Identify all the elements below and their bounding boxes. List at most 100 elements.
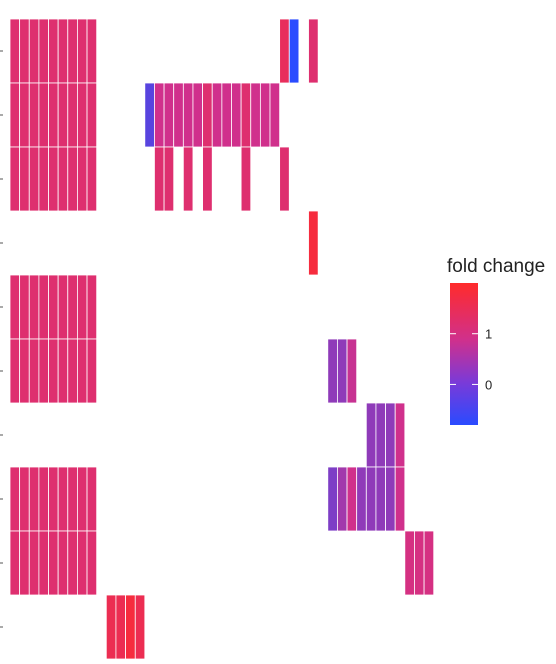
- heatmap-cell: [39, 83, 49, 147]
- heatmap-cell: [183, 147, 193, 211]
- heatmap-cell: [68, 83, 78, 147]
- heatmap-cell: [39, 531, 49, 595]
- heatmap-cell: [366, 467, 376, 531]
- heatmap-cell: [386, 467, 396, 531]
- heatmap-cell: [10, 531, 20, 595]
- heatmap-cell: [10, 19, 20, 83]
- heatmap-cell: [328, 467, 338, 531]
- heatmap-cell: [39, 147, 49, 211]
- heatmap-cell: [77, 339, 87, 403]
- heatmap-cell: [164, 147, 174, 211]
- heatmap-cell: [376, 467, 386, 531]
- heatmap-cells: [10, 19, 434, 659]
- heatmap-cell: [280, 19, 290, 83]
- heatmap-cell: [212, 83, 222, 147]
- heatmap-cell: [58, 19, 68, 83]
- heatmap-cell: [135, 595, 145, 659]
- heatmap-cell: [77, 83, 87, 147]
- heatmap-cell: [87, 531, 97, 595]
- heatmap-cell: [87, 275, 97, 339]
- heatmap-cell: [395, 403, 405, 467]
- heatmap-cell: [337, 467, 347, 531]
- heatmap-cell: [49, 339, 59, 403]
- heatmap-cell: [10, 147, 20, 211]
- heatmap-cell: [68, 147, 78, 211]
- heatmap-cell: [241, 83, 251, 147]
- heatmap-cell: [10, 339, 20, 403]
- legend-title: fold change: [447, 256, 545, 277]
- heatmap-cell: [20, 83, 30, 147]
- heatmap-cell: [405, 531, 415, 595]
- heatmap-cell: [424, 531, 434, 595]
- heatmap-cell: [20, 275, 30, 339]
- heatmap-cell: [68, 531, 78, 595]
- heatmap-cell: [58, 531, 68, 595]
- legend: fold change 10: [447, 256, 545, 425]
- heatmap-cell: [49, 19, 59, 83]
- heatmap-cell: [87, 339, 97, 403]
- heatmap-cell: [77, 275, 87, 339]
- heatmap-cell: [39, 19, 49, 83]
- heatmap-cell: [49, 531, 59, 595]
- heatmap-cell: [145, 83, 155, 147]
- heatmap-cell: [87, 467, 97, 531]
- heatmap-cell: [58, 339, 68, 403]
- heatmap-cell: [183, 83, 193, 147]
- heatmap-cell: [347, 339, 357, 403]
- legend-tick-label: 1: [485, 327, 492, 342]
- heatmap-cell: [68, 339, 78, 403]
- heatmap-cell: [395, 467, 405, 531]
- heatmap-cell: [39, 339, 49, 403]
- heatmap-cell: [39, 275, 49, 339]
- heatmap-cell: [39, 467, 49, 531]
- heatmap-cell: [241, 147, 251, 211]
- heatmap-cell: [29, 83, 39, 147]
- heatmap-cell: [58, 467, 68, 531]
- heatmap-cell: [386, 403, 396, 467]
- heatmap-cell: [20, 467, 30, 531]
- heatmap-cell: [126, 595, 136, 659]
- heatmap-cell: [10, 83, 20, 147]
- heatmap-cell: [20, 531, 30, 595]
- heatmap-cell: [49, 83, 59, 147]
- heatmap-cell: [77, 19, 87, 83]
- heatmap-cell: [77, 147, 87, 211]
- heatmap-cell: [174, 83, 184, 147]
- heatmap-cell: [164, 83, 174, 147]
- heatmap-cell: [251, 83, 261, 147]
- heatmap-cell: [280, 147, 290, 211]
- heatmap-cell: [68, 275, 78, 339]
- heatmap-cell: [270, 83, 280, 147]
- heatmap-cell: [29, 531, 39, 595]
- heatmap-cell: [58, 83, 68, 147]
- heatmap-cell: [309, 211, 319, 275]
- heatmap-cell: [154, 147, 164, 211]
- heatmap-cell: [203, 83, 213, 147]
- heatmap-cell: [49, 147, 59, 211]
- heatmap-cell: [49, 275, 59, 339]
- heatmap-cell: [29, 339, 39, 403]
- heatmap-cell: [20, 147, 30, 211]
- heatmap-cell: [77, 531, 87, 595]
- heatmap-cell: [154, 83, 164, 147]
- heatmap-cell: [357, 467, 367, 531]
- heatmap-cell: [366, 403, 376, 467]
- y-axis-ticks: [0, 51, 3, 627]
- heatmap-cell: [87, 147, 97, 211]
- heatmap-cell: [20, 19, 30, 83]
- heatmap-cell: [87, 19, 97, 83]
- heatmap-cell: [68, 467, 78, 531]
- heatmap-cell: [10, 467, 20, 531]
- heatmap-cell: [29, 147, 39, 211]
- heatmap-cell: [289, 19, 299, 83]
- legend-colorbar: [450, 283, 478, 425]
- heatmap-cell: [29, 467, 39, 531]
- heatmap-cell: [10, 275, 20, 339]
- heatmap-cell: [87, 83, 97, 147]
- heatmap-cell: [414, 531, 424, 595]
- heatmap-cell: [376, 403, 386, 467]
- heatmap-cell: [231, 83, 241, 147]
- heatmap-cell: [49, 467, 59, 531]
- heatmap-cell: [58, 275, 68, 339]
